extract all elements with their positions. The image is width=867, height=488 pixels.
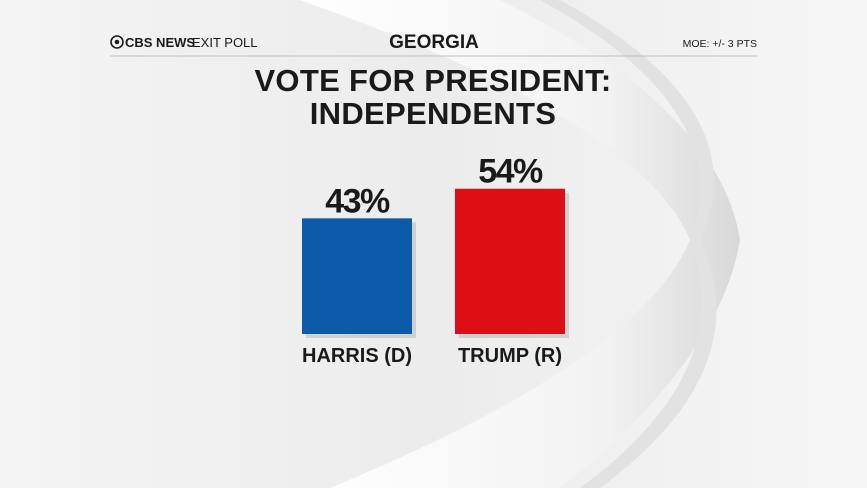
bar [455,188,565,334]
swoosh [300,0,740,488]
x-tick-label: TRUMP (R) [458,345,562,367]
value-label: 54% [478,153,543,191]
brand-label: EXIT POLL [192,35,258,50]
brand: CBS NEWS [125,35,195,50]
x-tick-label: HARRIS (D) [302,345,412,367]
state: GEORGIA [389,32,479,53]
moe: MOE: +/- 3 PTS [683,38,757,50]
value-label: 43% [325,182,390,220]
cbs-eye [110,35,124,49]
chart-title: VOTE FOR PRESIDENT: INDEPENDENTS [254,63,612,131]
bar [302,218,412,334]
